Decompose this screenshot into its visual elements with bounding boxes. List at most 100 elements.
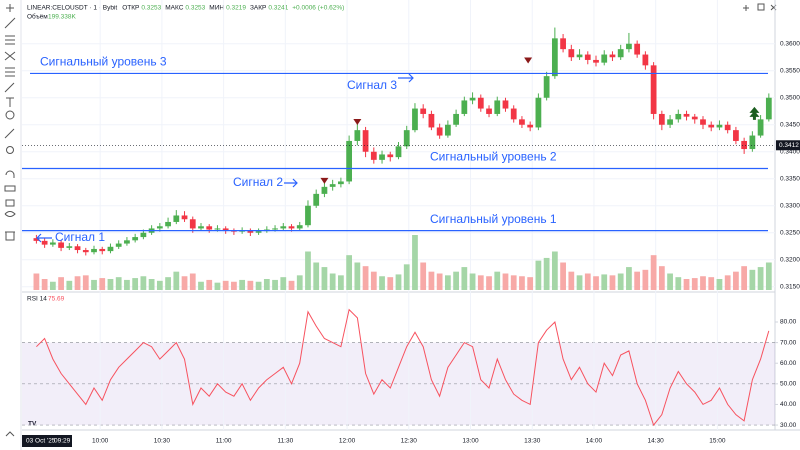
volume-bar xyxy=(387,277,394,290)
x-tick-label: 10:30 xyxy=(154,438,171,445)
channel-tool[interactable] xyxy=(5,35,15,45)
ohlc-label: МАКС xyxy=(165,5,183,12)
ohlc-value: 0.3253 xyxy=(185,5,205,12)
candle-body xyxy=(362,130,369,152)
lock-all-tool[interactable] xyxy=(5,199,15,207)
volume-bar xyxy=(461,267,468,290)
brush-tool[interactable] xyxy=(4,82,15,93)
volume-bar xyxy=(288,280,295,290)
volume-bar xyxy=(477,275,484,290)
line-tool[interactable] xyxy=(4,17,16,29)
signal-marker xyxy=(524,57,533,64)
volume-bar xyxy=(527,277,534,290)
date-badge xyxy=(22,435,72,447)
volume-bar xyxy=(403,264,410,290)
volume-bar xyxy=(634,271,641,290)
candle-body xyxy=(626,43,632,50)
text-tool[interactable] xyxy=(6,97,14,107)
candle-body xyxy=(329,184,336,187)
candle-body xyxy=(403,130,410,147)
candle-body xyxy=(255,231,262,233)
fib-tool[interactable] xyxy=(4,51,16,61)
candle-body xyxy=(132,237,139,241)
volume-bar xyxy=(41,279,48,290)
candle-body xyxy=(461,100,468,114)
signal-arrow xyxy=(36,233,52,243)
candle-body xyxy=(708,124,715,128)
x-tick-label: 14:30 xyxy=(648,438,665,445)
volume-bar xyxy=(658,266,665,290)
volume-bar xyxy=(765,262,772,290)
signal-arrow xyxy=(284,178,298,188)
volume-bar xyxy=(412,235,418,290)
x-tick-label: 11:00 xyxy=(216,438,232,445)
volume-bar xyxy=(700,276,706,290)
lock-tool[interactable] xyxy=(4,185,16,192)
volume-bar xyxy=(584,273,591,290)
volume-bar xyxy=(49,281,56,290)
volume-bar xyxy=(124,279,130,290)
candle-body xyxy=(568,49,575,58)
x-tick-label: 13:00 xyxy=(462,438,479,445)
candle-body xyxy=(173,215,180,222)
candle-body xyxy=(49,242,56,245)
ohlc-label: МИН xyxy=(209,5,224,12)
volume-bar xyxy=(148,279,155,290)
volume-bar xyxy=(519,276,525,290)
candle-body xyxy=(576,54,583,58)
volume-bar xyxy=(189,273,196,290)
candle-body xyxy=(222,228,229,231)
rsi-tick-label: 50.00 xyxy=(780,381,797,388)
crosshair-tool[interactable] xyxy=(6,4,14,12)
eye-tool[interactable] xyxy=(4,211,16,217)
signal-arrow xyxy=(398,73,414,83)
volume-bar xyxy=(115,277,122,290)
candle-body xyxy=(469,97,476,101)
candle-body xyxy=(296,225,303,229)
y-tick-label: 0.3350 xyxy=(780,175,800,182)
x-tick-label: 10:00 xyxy=(92,438,109,445)
candle-body xyxy=(650,65,657,114)
window-button[interactable] xyxy=(757,3,765,11)
candle-body xyxy=(313,193,320,206)
volume-bar xyxy=(346,255,353,290)
volume-bar xyxy=(198,281,204,290)
signal-marker xyxy=(353,119,362,126)
toolbar xyxy=(4,0,22,450)
collapse-tool[interactable] xyxy=(5,431,15,437)
volume-bar xyxy=(510,275,517,290)
rsi-line xyxy=(36,308,770,427)
signal-level-label: Сигнальный уровень 1 xyxy=(430,212,557,226)
rsi-tick-label: 80.00 xyxy=(780,319,797,326)
pattern-tool[interactable] xyxy=(5,67,15,77)
ohlc-value: 0.3253 xyxy=(141,5,161,12)
candle-body xyxy=(280,226,287,229)
volume-bar xyxy=(560,262,566,290)
candle-body xyxy=(338,181,344,185)
volume-bar xyxy=(436,273,443,290)
candle-body xyxy=(156,226,163,229)
volume-last: 199.338K xyxy=(48,14,76,21)
volume-bar xyxy=(58,277,64,290)
y-tick-label: 0.3400 xyxy=(780,148,800,155)
signal-marker xyxy=(749,106,760,120)
candle-body xyxy=(66,246,73,248)
zoom-tool[interactable] xyxy=(6,146,14,154)
volume-bar xyxy=(486,276,492,290)
volume-bar xyxy=(231,281,237,290)
volume-bar xyxy=(683,279,690,290)
trash-tool[interactable] xyxy=(5,231,15,241)
window-button[interactable] xyxy=(743,5,749,11)
volume-bar xyxy=(667,273,673,290)
rsi-tick-label: 70.00 xyxy=(780,339,797,346)
volume-bar xyxy=(329,273,336,290)
x-tick-label: 12:30 xyxy=(401,438,418,445)
magnet-tool[interactable] xyxy=(5,170,15,178)
emoji-tool[interactable] xyxy=(5,110,15,120)
candle-body xyxy=(140,232,147,238)
volume-bar xyxy=(453,271,459,290)
x-tick-label: 14:00 xyxy=(586,438,603,445)
ruler-tool[interactable] xyxy=(4,128,15,139)
candle-body xyxy=(206,226,213,230)
